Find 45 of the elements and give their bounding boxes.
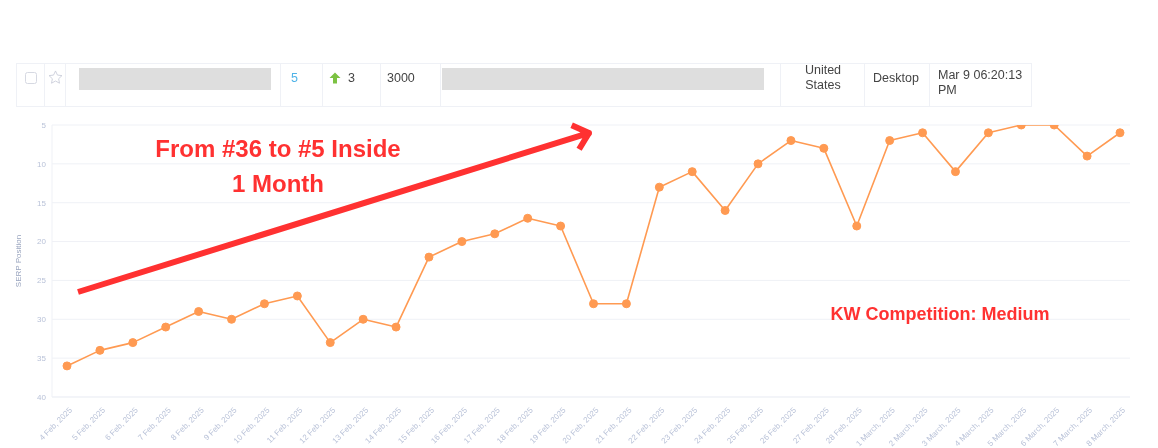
y-tick-label: 10 [37, 159, 47, 169]
point [589, 299, 598, 309]
y-tick-label: 25 [37, 276, 47, 286]
point [753, 159, 763, 169]
point [1082, 151, 1092, 161]
point [128, 338, 138, 348]
text: 5 [291, 70, 298, 86]
point [720, 205, 730, 215]
text: 3 [348, 71, 355, 85]
point [786, 136, 796, 146]
point [391, 322, 401, 332]
point [325, 338, 335, 348]
point [523, 213, 533, 223]
point [918, 128, 928, 138]
text: Mar 9 06:20:13 PM [938, 68, 1024, 98]
annotation: KW Competition: Medium [829, 303, 1051, 326]
point [161, 322, 171, 332]
point [687, 167, 697, 177]
point [194, 307, 204, 317]
y-axis-title: SERP Position [13, 234, 23, 288]
text: United States [803, 63, 843, 93]
point [259, 299, 269, 309]
point [358, 314, 368, 324]
y-tick-label: 5 [41, 120, 47, 130]
text: 3000 [387, 70, 415, 86]
point [1115, 128, 1125, 138]
point [292, 291, 302, 301]
annotation: From #36 to #5 Inside 1 Month [154, 134, 402, 199]
point [457, 237, 467, 247]
point [950, 167, 960, 177]
point [95, 345, 105, 355]
point [490, 229, 500, 239]
y-tick-label: 15 [37, 198, 47, 208]
y-tick-label: 35 [37, 353, 47, 363]
point [852, 221, 862, 231]
point [885, 136, 895, 146]
point [227, 314, 237, 324]
point [556, 221, 566, 231]
text: Desktop [873, 70, 919, 86]
point [983, 128, 993, 138]
point [819, 143, 829, 153]
point [654, 182, 664, 192]
point [424, 252, 434, 262]
point [621, 299, 631, 309]
point [62, 361, 72, 371]
